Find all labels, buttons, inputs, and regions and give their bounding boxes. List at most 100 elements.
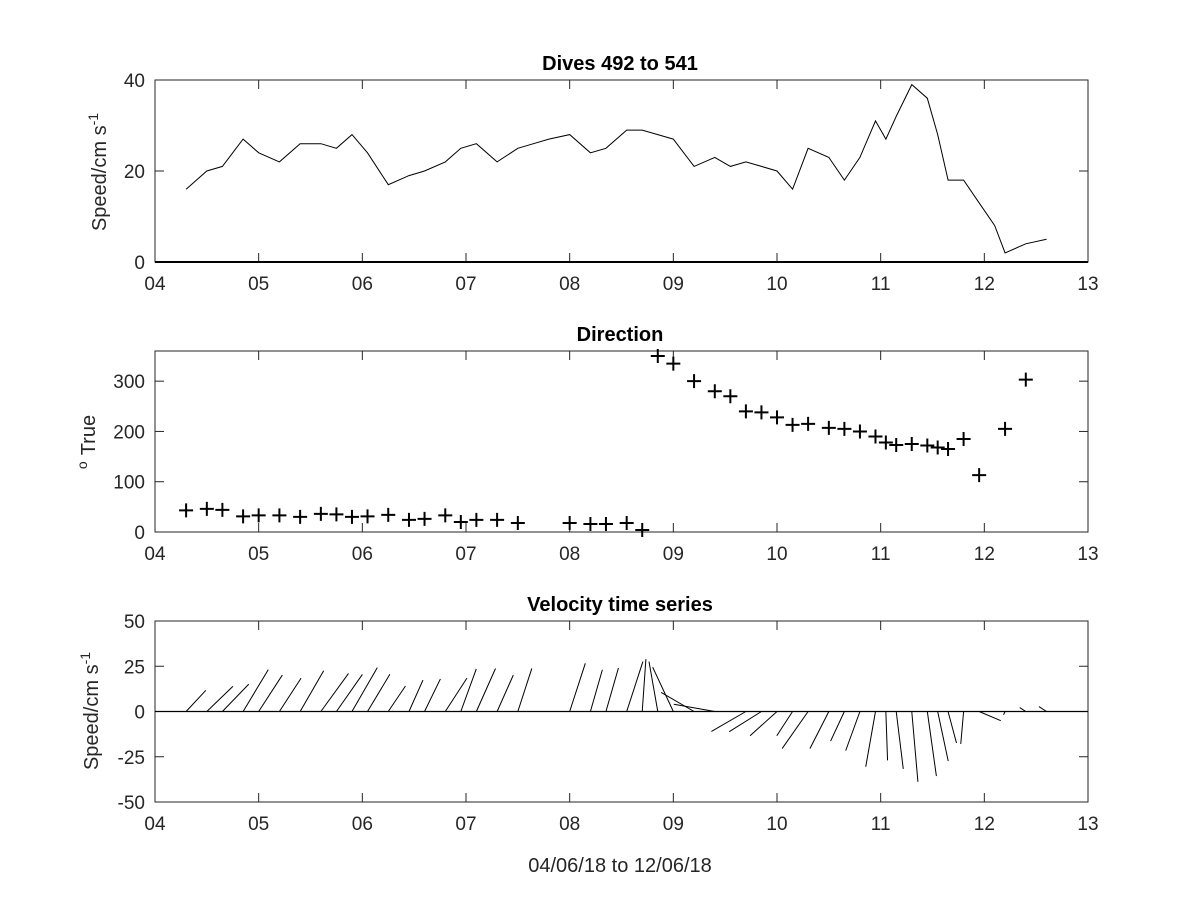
speed-x-tick-label: 11: [871, 274, 891, 295]
direction-marker: [904, 437, 919, 452]
velocity-y-tick-label: -50: [118, 793, 145, 814]
direction-marker: [313, 506, 328, 521]
direction-x-tick-label: 05: [248, 544, 269, 565]
velocity-x-tick-label: 12: [974, 814, 995, 835]
direction-marker: [889, 438, 904, 453]
velocity-stick: [885, 711, 889, 761]
velocity-x-tick-label: 04: [144, 814, 166, 835]
direction-panel: Direction o True 04 05 06 07 08 09 10 11 12 13 0 100…: [74, 324, 1099, 565]
velocity-stick: [749, 711, 778, 737]
direction-marker: [821, 420, 836, 435]
velocity-stick: [641, 659, 647, 712]
velocity-stick: [776, 711, 793, 737]
direction-marker: [801, 416, 816, 431]
speed-x-tick-label: 06: [352, 274, 373, 295]
velocity-stick: [517, 668, 533, 712]
direction-marker: [199, 501, 214, 516]
velocity-x-tick-label: 13: [1077, 814, 1098, 835]
velocity-y-tick-label: 25: [124, 657, 145, 678]
speed-panel-title: Dives 492 to 541: [542, 53, 698, 75]
direction-marker: [453, 514, 468, 529]
direction-y-tick-label: 0: [134, 523, 145, 544]
direction-y-tick-label: 100: [113, 473, 145, 494]
velocity-stick: [937, 711, 949, 762]
velocity-stick: [781, 711, 809, 749]
velocity-stick: [351, 667, 378, 712]
velocity-stick: [387, 685, 406, 712]
speed-ylabel-text: Speed/cm s: [89, 125, 111, 231]
direction-marker: [650, 349, 665, 364]
velocity-stick: [728, 711, 762, 733]
velocity-stick: [605, 667, 619, 712]
speed-series-line: [185, 83, 1047, 254]
direction-marker: [754, 405, 769, 420]
direction-marker: [510, 515, 525, 530]
direction-marker: [687, 374, 702, 389]
velocity-panel-title: Velocity time series: [527, 594, 713, 616]
speed-x-tick-label: 09: [663, 274, 684, 295]
speed-x-tick-label: 04: [144, 274, 166, 295]
velocity-x-tick-label: 05: [248, 814, 269, 835]
direction-panel-title: Direction: [577, 324, 664, 346]
direction-marker: [930, 440, 945, 455]
direction-axes-box: [154, 350, 1089, 533]
direction-marker: [215, 502, 230, 517]
direction-marker: [329, 507, 344, 522]
velocity-x-tick-label: 10: [766, 814, 787, 835]
velocity-panel-xlabel: 04/06/18 to 12/06/18: [528, 855, 712, 877]
direction-y-tick-label: 200: [113, 422, 145, 443]
velocity-x-tick-label: 07: [455, 814, 476, 835]
direction-marker: [1018, 372, 1033, 387]
velocity-stick: [424, 678, 441, 712]
speed-axes-box: [154, 79, 1089, 263]
direction-x-tick-label: 13: [1077, 544, 1098, 565]
direction-marker: [770, 410, 784, 425]
direction-marker: [401, 512, 416, 527]
speed-x-tick-label: 10: [766, 274, 787, 295]
velocity-stick: [258, 674, 283, 712]
direction-x-tick-label: 09: [663, 544, 684, 565]
direction-x-tick-label: 11: [871, 544, 891, 565]
speed-ylabel-superscript: -1: [85, 113, 101, 126]
velocity-stick: [496, 674, 514, 712]
direction-x-tick-label: 12: [974, 544, 995, 565]
direction-marker: [998, 421, 1013, 436]
direction-marker: [635, 522, 650, 537]
velocity-stick: [978, 711, 1002, 722]
speed-x-tick-label: 13: [1077, 274, 1098, 295]
direction-marker: [738, 404, 753, 419]
direction-marker: [490, 512, 505, 527]
velocity-stick: [1038, 706, 1047, 712]
velocity-stick: [242, 669, 269, 712]
velocity-stick: [895, 711, 904, 770]
speed-x-tick-label: 08: [559, 274, 580, 295]
velocity-stick: [830, 711, 845, 742]
direction-marker: [344, 509, 359, 524]
speed-panel-ylabel: Speed/cm s-1: [85, 113, 111, 231]
direction-marker: [381, 507, 396, 522]
direction-x-tick-label: 07: [455, 544, 476, 565]
velocity-ylabel-superscript: -1: [77, 652, 93, 665]
velocity-stick: [408, 679, 424, 712]
velocity-stick: [960, 711, 965, 744]
direction-marker: [785, 417, 800, 432]
velocity-stick: [569, 663, 586, 712]
velocity-stick: [278, 677, 302, 712]
direction-marker: [179, 503, 194, 518]
direction-marker: [562, 515, 577, 530]
direction-ylabel-text: True: [78, 415, 100, 455]
velocity-stick: [1019, 707, 1027, 712]
velocity-x-tick-label: 09: [663, 814, 684, 835]
speed-panel: Dives 492 to 541 Speed/cm s-1 04 05 06 07 08…: [85, 53, 1099, 295]
velocity-x-tick-label: 08: [559, 814, 580, 835]
direction-x-tick-label: 06: [352, 544, 373, 565]
direction-marker: [469, 512, 484, 527]
velocity-panel: Velocity time series Speed/cm s-1 04/06/…: [77, 594, 1099, 877]
velocity-stick: [660, 692, 695, 712]
direction-marker: [272, 508, 287, 523]
direction-marker: [619, 515, 634, 530]
velocity-stick: [299, 670, 325, 712]
direction-marker: [956, 431, 971, 446]
speed-x-tick-label: 07: [455, 274, 476, 295]
